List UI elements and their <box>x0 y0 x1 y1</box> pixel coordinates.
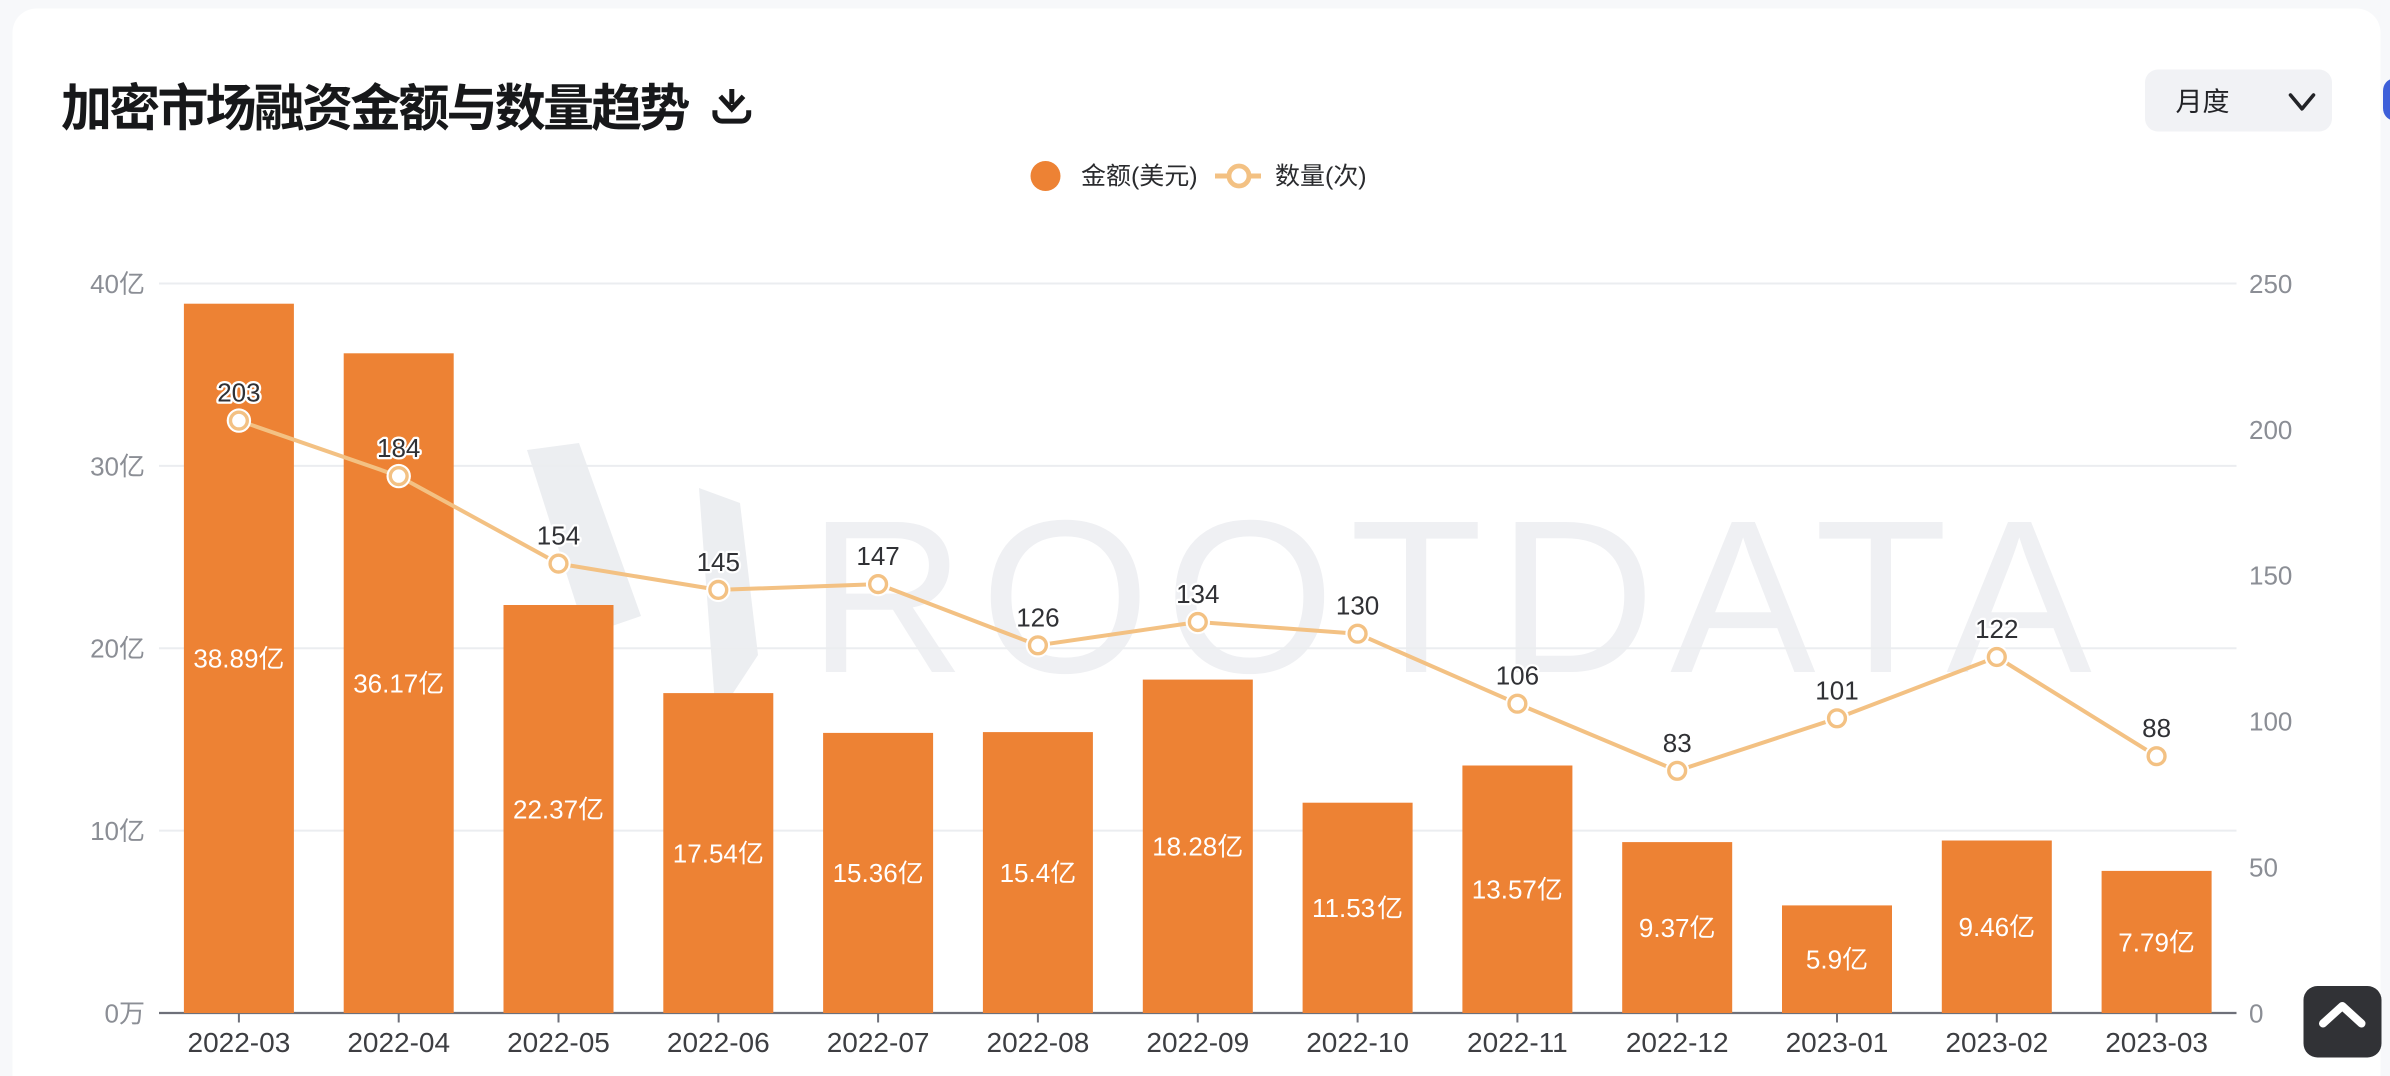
svg-text:2022-10: 2022-10 <box>1306 1027 1409 1058</box>
svg-text:2022-11: 2022-11 <box>1467 1027 1568 1058</box>
svg-text:134: 134 <box>1176 579 1219 609</box>
svg-text:30: 30 <box>90 451 119 481</box>
svg-text:11.53: 11.53 <box>1312 893 1375 923</box>
svg-text:2022-09: 2022-09 <box>1146 1027 1249 1058</box>
svg-text:5.9: 5.9 <box>1806 945 1842 975</box>
svg-text:250: 250 <box>2249 269 2292 299</box>
svg-text:2023-02: 2023-02 <box>1945 1027 2048 1058</box>
svg-text:145: 145 <box>697 547 740 577</box>
svg-text:88: 88 <box>2142 713 2171 743</box>
svg-text:38.89: 38.89 <box>193 644 258 674</box>
svg-text:147: 147 <box>856 541 899 571</box>
svg-text:154: 154 <box>537 521 580 551</box>
svg-text:2022-12: 2022-12 <box>1626 1027 1729 1058</box>
svg-text:10: 10 <box>90 816 119 846</box>
svg-text:203: 203 <box>217 378 260 408</box>
svg-text:(: ( <box>1131 163 1140 191</box>
svg-text:9.46: 9.46 <box>1959 912 2010 942</box>
svg-text:2022-04: 2022-04 <box>347 1027 450 1058</box>
svg-text:200: 200 <box>2249 415 2292 445</box>
svg-text:15.4: 15.4 <box>1000 858 1051 888</box>
svg-text:106: 106 <box>1496 661 1539 691</box>
svg-text:2023-03: 2023-03 <box>2105 1027 2208 1058</box>
svg-text:22.37: 22.37 <box>513 794 578 824</box>
svg-text:9.37: 9.37 <box>1639 913 1690 943</box>
svg-text:15.36: 15.36 <box>833 858 898 888</box>
svg-text:50: 50 <box>2249 853 2278 883</box>
svg-text:7.79: 7.79 <box>2118 927 2169 957</box>
svg-text:2022-05: 2022-05 <box>507 1027 610 1058</box>
svg-text:): ) <box>1189 163 1197 191</box>
svg-text:40: 40 <box>90 269 119 299</box>
svg-text:2022-06: 2022-06 <box>667 1027 770 1058</box>
svg-text:2022-08: 2022-08 <box>987 1027 1090 1058</box>
svg-text:126: 126 <box>1016 602 1059 632</box>
svg-text:ROOTDATA: ROOTDATA <box>808 476 2107 719</box>
svg-text:122: 122 <box>1975 614 2018 644</box>
svg-text:0: 0 <box>2249 998 2263 1028</box>
svg-text:13.57: 13.57 <box>1472 875 1537 905</box>
svg-text:184: 184 <box>377 433 420 463</box>
svg-text:2023-01: 2023-01 <box>1786 1027 1889 1058</box>
svg-text:2022-07: 2022-07 <box>827 1027 930 1058</box>
svg-text:20: 20 <box>90 634 119 664</box>
svg-text:(: ( <box>1325 163 1334 191</box>
svg-text:83: 83 <box>1663 728 1692 758</box>
svg-text:18.28: 18.28 <box>1152 832 1217 862</box>
svg-text:130: 130 <box>1336 591 1379 621</box>
svg-text:150: 150 <box>2249 561 2292 591</box>
svg-text:101: 101 <box>1815 675 1858 705</box>
svg-text:2022-03: 2022-03 <box>188 1027 291 1058</box>
svg-text:17.54: 17.54 <box>673 838 738 868</box>
svg-text:): ) <box>1358 163 1366 191</box>
svg-text:0: 0 <box>105 998 119 1028</box>
svg-text:36.17: 36.17 <box>353 669 418 699</box>
svg-text:100: 100 <box>2249 707 2292 737</box>
